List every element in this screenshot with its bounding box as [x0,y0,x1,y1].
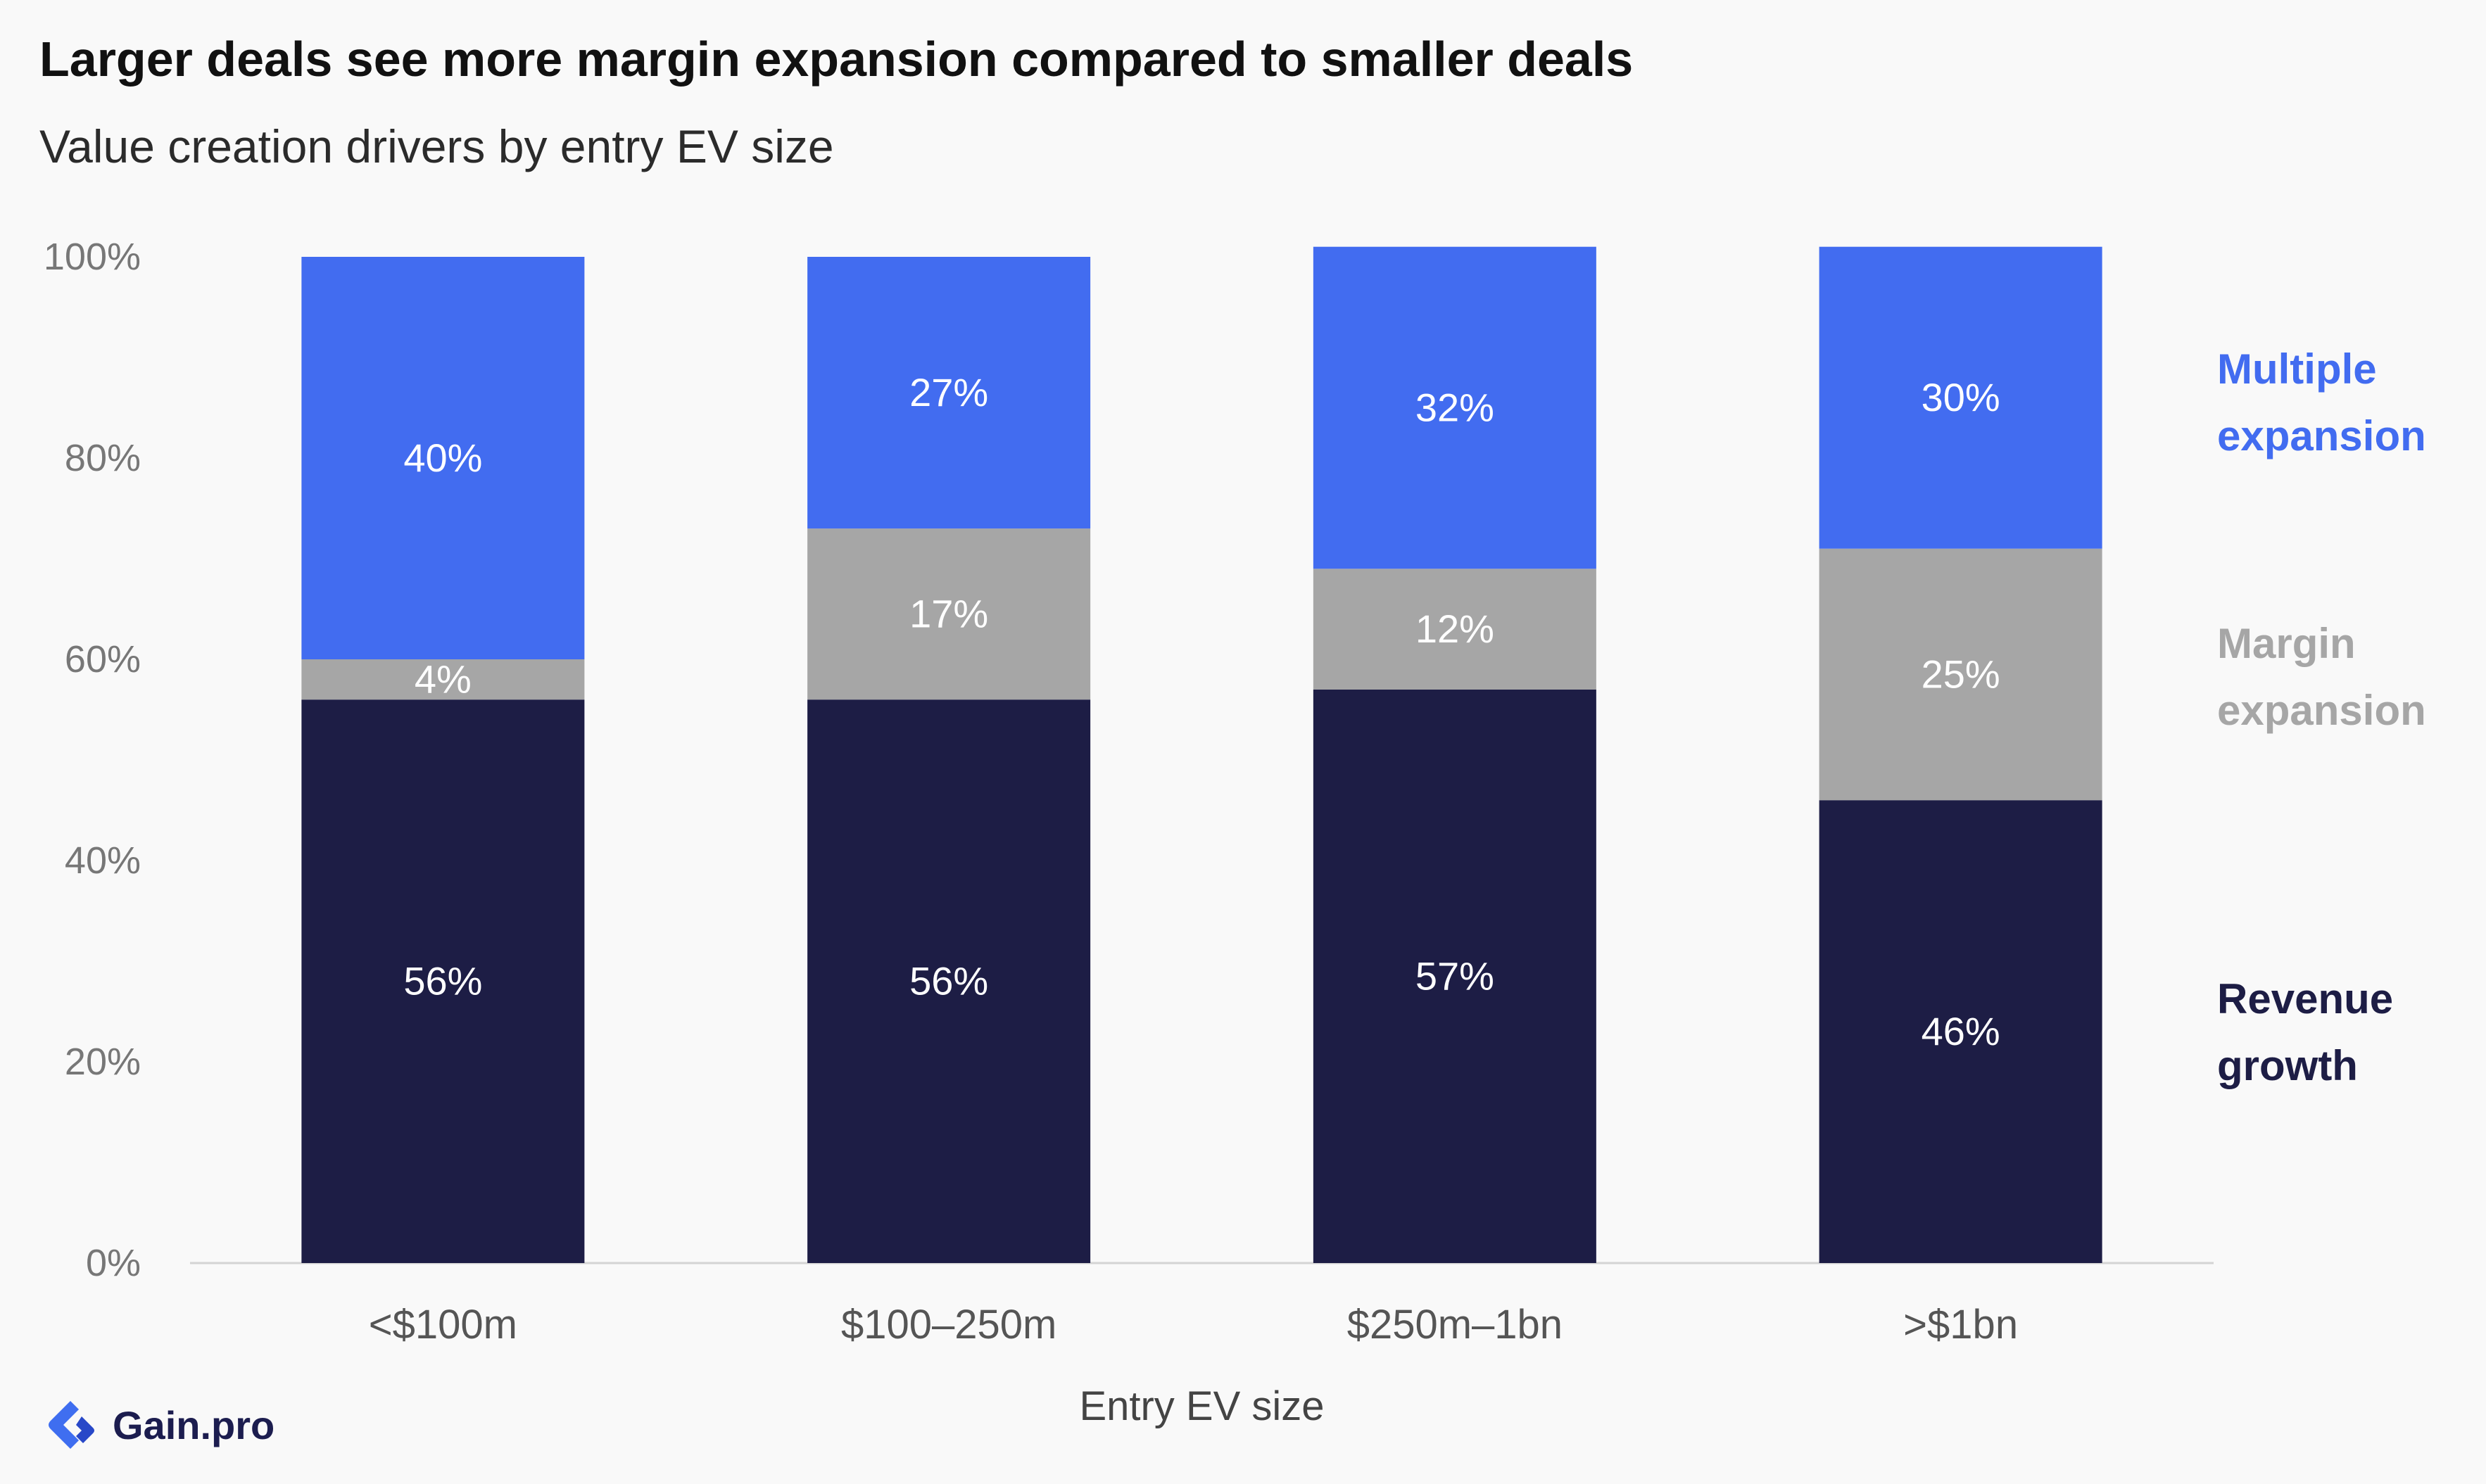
bar-segment [301,659,585,700]
data-label: 27% [909,370,988,414]
x-tick-label: >$1bn [1903,1302,2018,1347]
y-tick-label: 20% [65,1041,141,1083]
bar-segment [301,699,585,1263]
y-tick-label: 60% [65,638,141,680]
x-tick-label: $250m–1bn [1347,1302,1563,1347]
y-tick-label: 0% [86,1242,141,1284]
legend-label: Revenue [2217,975,2393,1022]
bar-segment [807,528,1091,700]
legend-label: expansion [2217,687,2426,734]
data-label: 12% [1415,607,1494,651]
legend-label: growth [2217,1042,2358,1089]
x-tick-label: <$100m [369,1302,517,1347]
x-tick-label: $100–250m [841,1302,1056,1347]
chart-subtitle: Value creation drivers by entry EV size [39,120,834,172]
bar-segment [1313,569,1596,690]
bar-segment [807,257,1091,529]
bar-segment [1313,689,1596,1263]
data-label: 25% [1922,652,2000,696]
bar-segment [1819,800,2102,1263]
data-label: 56% [403,959,482,1003]
brand-name: Gain.pro [113,1402,275,1447]
x-axis-label: Entry EV size [1079,1383,1324,1429]
bar-segment [807,699,1091,1263]
data-label: 32% [1415,386,1494,430]
data-label: 40% [403,436,482,480]
data-label: 56% [909,959,988,1003]
data-label: 30% [1922,375,2000,419]
bar-segment [1819,548,2102,801]
gain-pro-logo-icon [49,1401,94,1449]
legend-label: Margin [2217,620,2356,667]
chart-title: Larger deals see more margin expansion c… [39,32,1634,87]
data-label: 17% [909,592,988,636]
brand-logo: Gain.pro [42,1395,275,1454]
bar-segment [301,257,585,659]
data-label: 4% [415,657,472,702]
bar-segment [1819,246,2102,549]
y-tick-label: 100% [44,236,141,278]
legend-label: expansion [2217,412,2426,459]
y-tick-label: 40% [65,839,141,882]
legend-label: Multiple [2217,345,2377,393]
bar-segment [1313,246,1596,569]
data-label: 46% [1922,1009,2000,1053]
y-tick-label: 80% [65,437,141,479]
data-label: 57% [1415,953,1494,998]
